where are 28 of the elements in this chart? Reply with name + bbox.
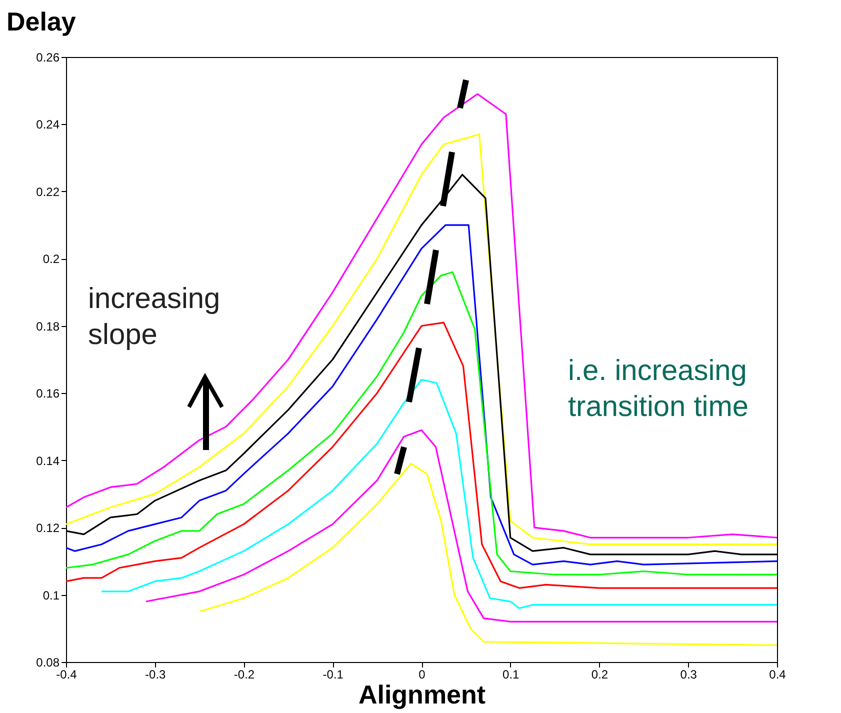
x-tick-label: 0.2 [591,668,608,682]
y-tick-label: 0.22 [36,184,60,199]
line-series [198,462,777,646]
y-tick-label: 0.16 [36,386,60,401]
line-series [145,429,777,622]
x-tick-label: 0 [418,668,426,682]
annotation: increasing slope [88,283,220,351]
x-tick-label: 0.4 [769,668,786,682]
y-tick-label: 0.26 [36,50,60,64]
y-tick-label: 0.1 [42,588,60,602]
y-tick-label: 0.08 [36,656,60,670]
y-tick-label: 0.24 [36,118,60,132]
y-tick-label: 0.18 [36,319,60,334]
x-axis-title: Alignment [358,680,486,710]
line-series [66,322,777,589]
annotation: i.e. increasing transition time [568,355,749,423]
y-tick-label: 0.12 [36,521,60,536]
x-tick-label: -0.2 [234,668,255,682]
x-tick-label: -0.3 [145,668,166,682]
x-tick-label: 0.1 [502,668,520,682]
line-series [66,271,777,576]
y-tick-label: 0.2 [42,252,60,266]
x-tick-label: -0.1 [322,668,344,682]
x-tick-label: 0.3 [680,668,698,682]
line-series [66,224,777,566]
y-axis-title: Delay [6,6,76,36]
x-tick-label: -0.4 [56,668,78,682]
y-tick-label: 0.14 [36,454,60,468]
